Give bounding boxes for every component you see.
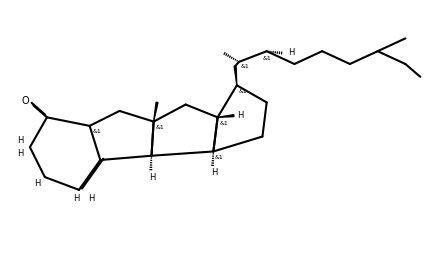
Text: &1: &1 xyxy=(219,121,227,126)
Text: H: H xyxy=(211,168,217,177)
Text: H: H xyxy=(17,136,23,145)
Text: &1: &1 xyxy=(262,56,270,61)
Text: &1: &1 xyxy=(240,65,249,69)
Polygon shape xyxy=(153,102,158,122)
Text: &1: &1 xyxy=(238,89,247,94)
Text: H: H xyxy=(17,149,23,158)
Polygon shape xyxy=(217,115,233,117)
Text: &1: &1 xyxy=(155,125,164,130)
Text: H: H xyxy=(73,194,79,203)
Text: H: H xyxy=(236,111,243,120)
Text: H: H xyxy=(287,48,294,57)
Text: H: H xyxy=(149,173,156,182)
Text: &1: &1 xyxy=(93,129,101,134)
Polygon shape xyxy=(233,66,236,85)
Text: &1: &1 xyxy=(215,155,223,160)
Text: O: O xyxy=(22,96,29,106)
Text: H: H xyxy=(88,194,94,203)
Text: H: H xyxy=(34,179,40,188)
